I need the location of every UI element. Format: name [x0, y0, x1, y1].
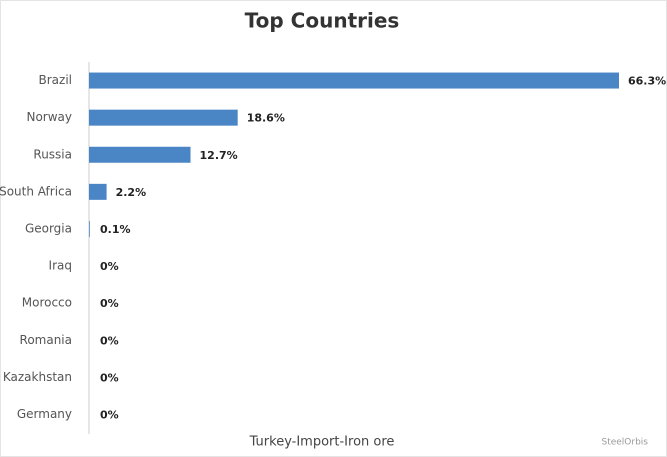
y-tick-label: Romania — [20, 333, 72, 347]
value-label: 12.7% — [200, 149, 238, 162]
y-tick-label: Brazil — [39, 73, 73, 87]
y-tick-label: South Africa — [0, 184, 72, 198]
value-label: 0% — [100, 334, 119, 347]
chart-subtitle: Turkey-Import-Iron ore — [249, 435, 395, 450]
y-tick-label: Iraq — [49, 259, 72, 273]
y-tick-label: Morocco — [22, 296, 72, 310]
value-label: 0% — [100, 297, 119, 310]
bar — [89, 72, 619, 89]
bar — [89, 220, 90, 237]
value-label: 0% — [100, 371, 119, 384]
value-label: 0.1% — [100, 223, 131, 236]
value-label: 66.3% — [628, 75, 666, 88]
value-label: 0% — [100, 408, 119, 421]
bar — [89, 183, 107, 200]
y-tick-label: Germany — [17, 407, 72, 421]
chart-title: Top Countries — [245, 9, 400, 33]
bar — [89, 109, 238, 126]
value-label: 18.6% — [247, 112, 285, 125]
y-tick-label: Norway — [26, 110, 72, 124]
y-tick-label: Kazakhstan — [3, 370, 72, 384]
y-tick-label: Georgia — [25, 221, 72, 235]
value-label: 2.2% — [116, 186, 147, 199]
chart-credit: SteelOrbis — [601, 438, 648, 448]
value-label: 0% — [100, 260, 119, 273]
y-tick-label: Russia — [33, 147, 72, 161]
bar — [89, 146, 191, 163]
